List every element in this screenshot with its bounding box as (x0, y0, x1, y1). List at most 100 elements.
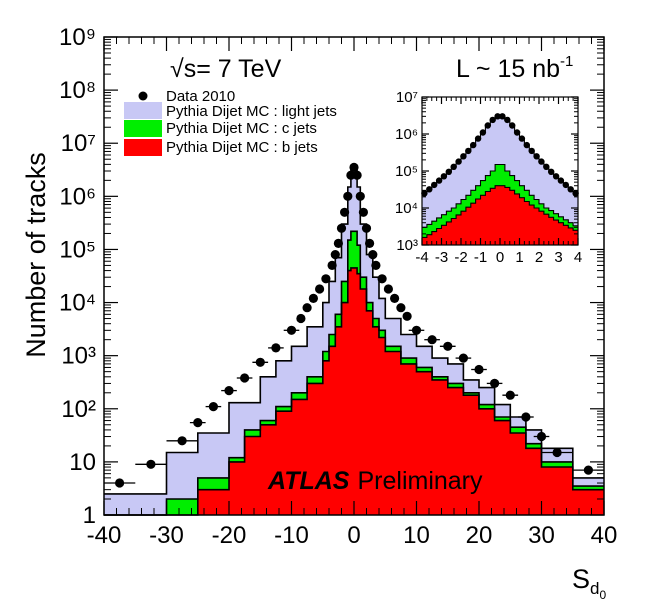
main-x-tick-label: 40 (591, 522, 618, 549)
inset-data-point (513, 129, 521, 136)
main-data-point (458, 353, 468, 363)
main-y-tick-label: 10³ (61, 343, 96, 370)
inset-x-tick-label: 4 (574, 249, 582, 266)
main-data-point (330, 250, 340, 260)
inset-data-point (489, 116, 496, 124)
main-data-point (552, 447, 562, 458)
main-outline-bottom (104, 267, 604, 516)
luminosity-label: L ~ 15 nb-1 (456, 53, 573, 83)
inset-data-point (543, 163, 550, 170)
main-data-point (343, 191, 353, 201)
inset-data-point (567, 186, 574, 193)
inset-x-tick-label: -4 (415, 249, 428, 266)
inset-data-point (533, 153, 540, 160)
inset-data-point (523, 141, 530, 149)
main-data-point (333, 238, 343, 248)
inset-x-tick-label: -2 (454, 249, 467, 266)
inset-data-point (450, 163, 457, 170)
main-data-point (396, 303, 406, 313)
legend: Data 2010 Pythia Dijet MC : light jets P… (124, 88, 337, 156)
inset-x-tick-label: -3 (435, 249, 448, 266)
main-y-tick-label: 10⁶ (59, 183, 96, 210)
inset-axis-tick-labels: -4 -3 -2 -1 0 1 2 3 4 10³ 10⁴ 10⁵ 10⁶ 10⁷ (395, 89, 582, 266)
main-x-tick-label: -40 (87, 522, 122, 549)
inset-data-point (552, 173, 560, 180)
x-axis-title: Sd0 (572, 564, 606, 602)
inset-y-tick-label: 10⁴ (395, 200, 418, 217)
main-data-point (377, 274, 387, 284)
inset-data-point (557, 177, 565, 184)
inset-y-tick-label: 10³ (396, 237, 418, 254)
main-x-tick-label: 10 (403, 522, 430, 549)
legend-swatch-light (124, 102, 162, 119)
inset-chart: -4 -3 -2 -1 0 1 2 3 4 10³ 10⁴ 10⁵ 10⁶ 10⁷ (395, 89, 582, 266)
inset-x-tick-label: 2 (535, 249, 543, 266)
inset-data-point (431, 181, 438, 189)
main-data-point (208, 402, 218, 412)
inset-data-point (421, 190, 428, 197)
main-histogram-outline (104, 168, 604, 516)
main-data-point (255, 357, 265, 367)
main-x-tick-label: 20 (466, 522, 493, 549)
main-x-tick-label: -30 (149, 522, 184, 549)
main-data-point (349, 162, 359, 172)
main-x-tick-label: -20 (212, 522, 247, 549)
inset-data-point (504, 116, 511, 124)
main-data-point (443, 341, 453, 351)
inset-x-tick-label: 3 (554, 249, 562, 266)
main-y-tick-label: 10⁵ (59, 236, 96, 263)
legend-swatch-c (124, 120, 162, 137)
inset-x-tick-label: -1 (474, 249, 487, 266)
inset-y-tick-label: 10⁶ (395, 126, 418, 143)
inset-data-point (494, 113, 501, 120)
main-x-tick-label: 0 (347, 522, 360, 549)
main-fill-bottom (104, 267, 604, 515)
main-data-point (411, 325, 422, 335)
inset-data-point (445, 168, 452, 175)
main-data-point (327, 260, 337, 270)
main-outline-middle (104, 230, 604, 516)
main-data-point (355, 191, 365, 201)
main-data-point (315, 284, 325, 294)
inset-data-points (421, 113, 579, 197)
main-data-point (271, 343, 281, 353)
main-data-point (177, 436, 187, 446)
main-y-tick-label: 10⁷ (61, 130, 96, 157)
inset-data-point (538, 158, 545, 165)
inset-x-tick-label: 0 (496, 249, 504, 266)
main-data-point (340, 207, 350, 217)
main-data-point (146, 459, 156, 469)
legend-label-data: Data 2010 (166, 88, 235, 105)
main-data-point (358, 207, 368, 217)
main-data-point (308, 293, 318, 303)
legend-label-c: Pythia Dijet MC : c jets (166, 120, 317, 137)
inset-data-point (470, 141, 477, 149)
main-data-point (336, 223, 347, 233)
main-data-point (240, 373, 250, 383)
inset-outline-middle (422, 163, 578, 228)
main-data-point (296, 313, 306, 324)
inset-data-point (484, 122, 491, 129)
inset-data-point (455, 158, 462, 165)
main-y-tick-label: 10⁸ (59, 77, 96, 104)
inset-data-point (435, 177, 443, 184)
main-data-point (383, 284, 393, 294)
main-data-point (474, 364, 484, 375)
main-data-point (536, 431, 547, 442)
main-data-point (371, 260, 381, 270)
legend-swatch-b (124, 139, 162, 156)
inset-data-point (548, 168, 555, 175)
main-data-point (402, 311, 412, 321)
y-axis-title: Number of tracks (21, 152, 51, 358)
main-axis-tick-labels: -40 -30 -20 -10 0 10 20 30 4011010²10³10⁴10⁵10⁶1… (59, 24, 617, 549)
inset-y-tick-label: 10⁷ (396, 89, 418, 106)
main-data-point (321, 274, 331, 284)
main-data-point (352, 170, 362, 180)
inset-x-tick-label: 1 (515, 249, 523, 266)
main-data-point (583, 465, 594, 475)
main-data-point (361, 223, 372, 233)
main-data-point (193, 418, 203, 428)
inset-data-point (426, 186, 433, 193)
main-data-point (390, 293, 400, 303)
